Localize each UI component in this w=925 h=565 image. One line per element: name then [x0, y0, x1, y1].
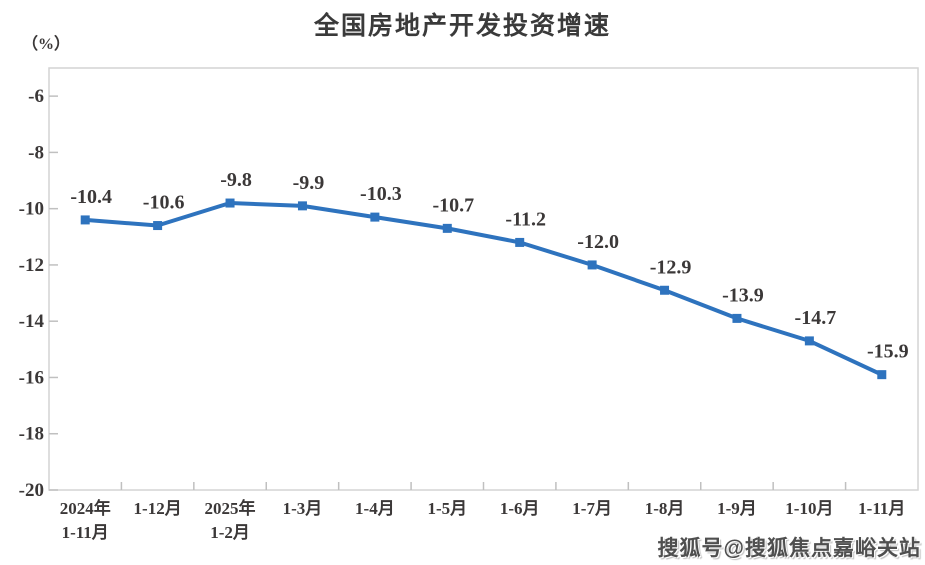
data-point-label: -13.9 — [722, 284, 764, 306]
x-tick-label: 1-12月 — [133, 499, 182, 518]
series-line — [83, 201, 884, 377]
x-tick-label: 2024年 1-11月 — [59, 499, 111, 542]
x-tick-label: 1-4月 — [355, 499, 395, 518]
y-tick-label: -8 — [28, 142, 44, 163]
x-tick-label: 1-8月 — [644, 499, 685, 518]
x-tick-label: 1-7月 — [572, 499, 612, 518]
x-tick-label: 1-6月 — [499, 499, 540, 518]
data-point-label: -14.7 — [795, 307, 837, 329]
data-point-marker — [587, 260, 597, 270]
data-point-marker — [80, 215, 90, 225]
data-point-marker — [660, 285, 670, 295]
data-point-marker — [732, 313, 742, 323]
data-point-marker — [442, 223, 452, 233]
x-tick-label: 2025年 1-2月 — [204, 499, 256, 542]
data-point-label: -10.4 — [70, 186, 112, 208]
data-point-marker — [877, 370, 887, 380]
y-tick-label: -6 — [28, 86, 44, 107]
data-point-marker — [370, 212, 380, 222]
y-tick-label: -12 — [19, 255, 44, 276]
data-point-marker — [153, 221, 163, 231]
data-point-label: -10.7 — [432, 194, 474, 216]
y-tick-label: -14 — [19, 311, 45, 332]
y-tick-label: -16 — [19, 367, 44, 388]
data-point-marker — [515, 237, 525, 247]
data-point-label: -9.9 — [293, 172, 325, 194]
data-point-label: -9.8 — [220, 169, 252, 191]
plot-border — [48, 67, 919, 491]
data-point-label: -11.2 — [505, 208, 546, 230]
x-tick-label: 1-3月 — [282, 499, 323, 518]
chart-title: 全国房地产开发投资增速 — [313, 12, 611, 40]
data-point-label: -10.6 — [143, 192, 185, 214]
y-tick-label: -10 — [19, 199, 44, 220]
data-point-marker — [297, 201, 307, 211]
data-point-marker — [804, 336, 814, 346]
data-point-label: -12.0 — [577, 231, 619, 253]
x-tick-label: 1-5月 — [427, 499, 468, 518]
x-tick-label: 1-11月 — [858, 499, 906, 518]
x-tick-label: 1-9月 — [717, 499, 757, 518]
y-tick-label: -18 — [19, 424, 44, 445]
y-axis-unit-label: （%） — [22, 36, 71, 53]
y-tick-label: -20 — [19, 480, 44, 501]
data-point-label: -10.3 — [360, 183, 402, 205]
watermark-text: 搜狐号@搜狐焦点嘉峪关站 — [657, 537, 921, 560]
data-point-label: -12.9 — [650, 256, 692, 278]
data-point-marker — [225, 198, 235, 208]
x-tick-label: 1-10月 — [785, 499, 834, 518]
data-point-label: -15.9 — [867, 341, 909, 363]
